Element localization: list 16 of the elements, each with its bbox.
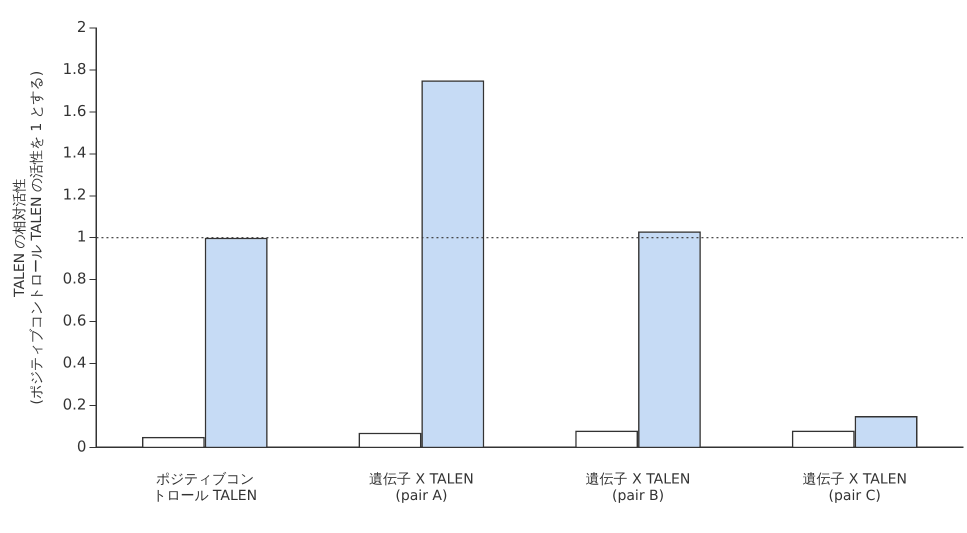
y-tick-label: 0 (76, 437, 86, 456)
x-tick-label: 遺伝子 X TALEN (pair B) (586, 471, 690, 504)
y-tick-label: 1.4 (62, 144, 86, 162)
y-tick-label: 1.2 (62, 186, 86, 204)
x-tick-label: ポジティブコントロール TALEN (152, 471, 258, 504)
y-tick-label: 2 (76, 18, 86, 36)
y-tick-label: 1 (76, 228, 86, 246)
x-tick-label: 遺伝子 X TALEN (pair A) (369, 471, 474, 504)
y-axis-title: TALEN の相対活性 (ポジティブコントロール TALEN の活性を 1 とする) (12, 70, 45, 405)
y-tick-label: 1.8 (62, 60, 86, 78)
y-tick-label: 1.6 (62, 102, 86, 120)
y-tick-label: 0.8 (62, 270, 86, 288)
x-tick-label: 遺伝子 X TALEN (pair C) (802, 471, 908, 504)
y-tick-label: 0.6 (62, 311, 86, 330)
y-tick-label: 0.4 (62, 353, 86, 372)
y-tick-label: 0.2 (62, 395, 86, 414)
